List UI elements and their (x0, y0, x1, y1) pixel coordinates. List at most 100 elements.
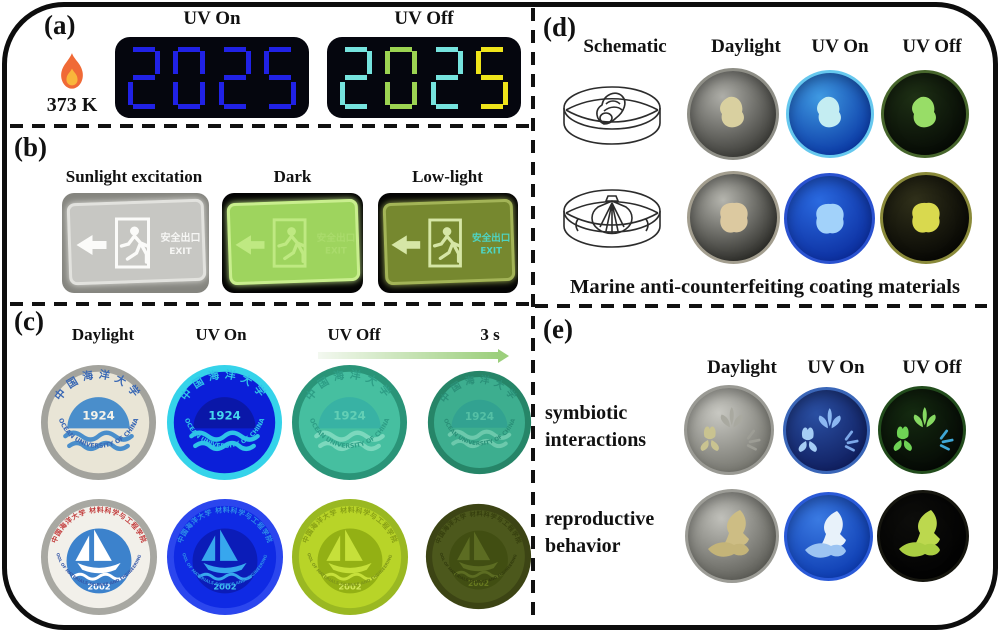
digit (475, 46, 508, 109)
badge-ouc-daylight: 中国海洋大学 1924 OCEAN UNIVERSITY OF CHINA (40, 364, 157, 481)
petri-dish-plants-uv-off (878, 386, 966, 474)
time-arrow-head-icon (498, 348, 509, 363)
badge-ouc-uv-on: 中国海洋大学 1924 OCEAN UNIVERSITY OF CHINA (166, 364, 283, 481)
divider-a-b (10, 124, 531, 128)
panel-d-header-daylight: Daylight (711, 36, 781, 57)
row-label-symbiotic: symbiotic interactions (545, 402, 647, 451)
exit-sign-graphic: 安全出口 EXIT (391, 218, 510, 268)
badge-smse-uv-off: 中国海洋大学 材料科学与工程学院 2002 SCHOOL OF MATERIAL… (291, 498, 409, 616)
petri-dish-scallop-uv-off (880, 172, 972, 264)
svg-text:2002: 2002 (213, 581, 236, 591)
panel-d-header-uv-off: UV Off (902, 36, 962, 57)
svg-text:1924: 1924 (208, 409, 241, 423)
conch-specimen (720, 96, 744, 128)
temperature-label: 373 K (46, 94, 98, 116)
petri-dish-scallop-uv-on (784, 173, 875, 264)
petri-dish-plants-uv-on (783, 387, 870, 474)
scallop-specimen (815, 203, 844, 234)
panel-c-header-daylight: Daylight (71, 325, 135, 344)
led-display-uv-on (115, 37, 309, 118)
panel-e-label: (e) (543, 314, 573, 344)
panel-b-label: (b) (14, 132, 47, 162)
panel-d-header-schematic: Schematic (583, 36, 667, 57)
left-arrow-icon (76, 235, 107, 255)
digit (385, 46, 418, 109)
panel-a-header-uv-on: UV On (183, 8, 241, 29)
conch-specimen (817, 96, 841, 128)
plant-specimens (700, 407, 761, 452)
panel-a-label: (a) (44, 10, 76, 40)
sign-text-cn: 安全出口 (317, 232, 356, 244)
panel-a-header-uv-off: UV Off (394, 8, 454, 29)
sign-text-en: EXIT (480, 247, 502, 257)
left-arrow-icon (391, 235, 421, 255)
digit (430, 46, 463, 109)
badge-smse-daylight: 中国海洋大学 材料科学与工程学院 2002 SCHOOL OF MATERIAL… (40, 498, 158, 616)
svg-text:1924: 1924 (82, 409, 115, 423)
panel-b-header-dark: Dark (273, 167, 312, 186)
plant-specimens (893, 407, 954, 452)
exit-sign-photo-lowlight: 安全出口 EXIT (378, 193, 518, 293)
svg-text:2002: 2002 (87, 581, 110, 591)
panel-d-label: (d) (543, 12, 576, 42)
svg-text:1924: 1924 (465, 411, 494, 423)
panel-d-header-uv-on: UV On (811, 36, 869, 57)
fish-specimens (804, 510, 846, 558)
panel-e-header-uv-on: UV On (807, 357, 865, 378)
left-arrow-icon (235, 235, 265, 255)
petri-dish-fish-uv-on (784, 492, 873, 581)
petri-dish-conch-uv-on (786, 70, 874, 158)
badge-ouc-3s: 中国海洋大学 1924 OCEAN UNIVERSITY OF CHINA (427, 370, 532, 475)
panel-e-header-daylight: Daylight (707, 357, 777, 378)
conch-shell-icon (563, 86, 661, 145)
divider-vertical (531, 8, 535, 624)
panel-d-caption: Marine anti-counterfeiting coating mater… (570, 276, 960, 298)
petri-dish-conch-uv-off (881, 70, 969, 158)
badge-smse-uv-on: 中国海洋大学 材料科学与工程学院 2002 SCHOOL OF MATERIAL… (166, 498, 284, 616)
sign-text-cn: 安全出口 (161, 231, 201, 244)
sign-text-en: EXIT (169, 247, 192, 257)
petri-dish-plants-daylight (684, 385, 774, 475)
panel-b-header-sunlight: Sunlight excitation (65, 167, 203, 186)
petri-dish-conch-daylight (687, 68, 779, 160)
digit (263, 46, 296, 109)
panel-e-header-uv-off: UV Off (902, 357, 962, 378)
badge-smse-3s: 中国海洋大学 材料科学与工程学院 2002 SCHOOL OF MATERIAL… (425, 503, 532, 610)
time-arrow-icon (318, 352, 498, 359)
digit (218, 46, 251, 109)
svg-text:2002: 2002 (338, 581, 361, 591)
exit-sign-graphic: 安全出口 EXIT (76, 217, 201, 269)
badge-ouc-uv-off: 中国海洋大学 1924 OCEAN UNIVERSITY OF CHINA (291, 364, 408, 481)
panel-c-label: (c) (14, 306, 44, 336)
digit (340, 46, 372, 109)
divider-d-e (535, 304, 987, 308)
divider-b-c (10, 302, 531, 306)
fish-specimens (899, 510, 940, 557)
led-display-uv-off (327, 37, 521, 118)
panel-c-header-uv-off: UV Off (327, 325, 381, 344)
exit-sign-graphic: 安全出口 EXIT (235, 218, 356, 268)
sign-text-cn: 安全出口 (472, 232, 510, 244)
fish-specimens (708, 510, 749, 557)
conch-specimen (912, 96, 936, 128)
exit-sign-photo-dark: 安全出口 EXIT (222, 193, 363, 293)
svg-text:2002: 2002 (468, 579, 489, 588)
flame-icon (61, 53, 83, 89)
petri-dish-fish-uv-off (877, 490, 969, 582)
scallop-specimen (912, 202, 940, 233)
panel-c-header-uv-on: UV On (195, 325, 247, 344)
plant-specimens (798, 407, 859, 452)
exit-sign-photo-sunlight: 安全出口 EXIT (62, 193, 209, 293)
scallop-shell-icon (563, 189, 661, 248)
row-label-reproductive: reproductive behavior (545, 508, 655, 557)
sign-text-en: EXIT (325, 247, 347, 257)
panel-c-header-3s: 3 s (480, 325, 500, 344)
digit (128, 46, 160, 109)
panel-b-header-lowlight: Low-light (412, 167, 483, 186)
petri-dish-fish-daylight (685, 489, 779, 583)
petri-dish-scallop-daylight (687, 171, 780, 264)
svg-text:1924: 1924 (333, 409, 366, 423)
digit (173, 46, 206, 109)
scallop-specimen (719, 202, 748, 233)
